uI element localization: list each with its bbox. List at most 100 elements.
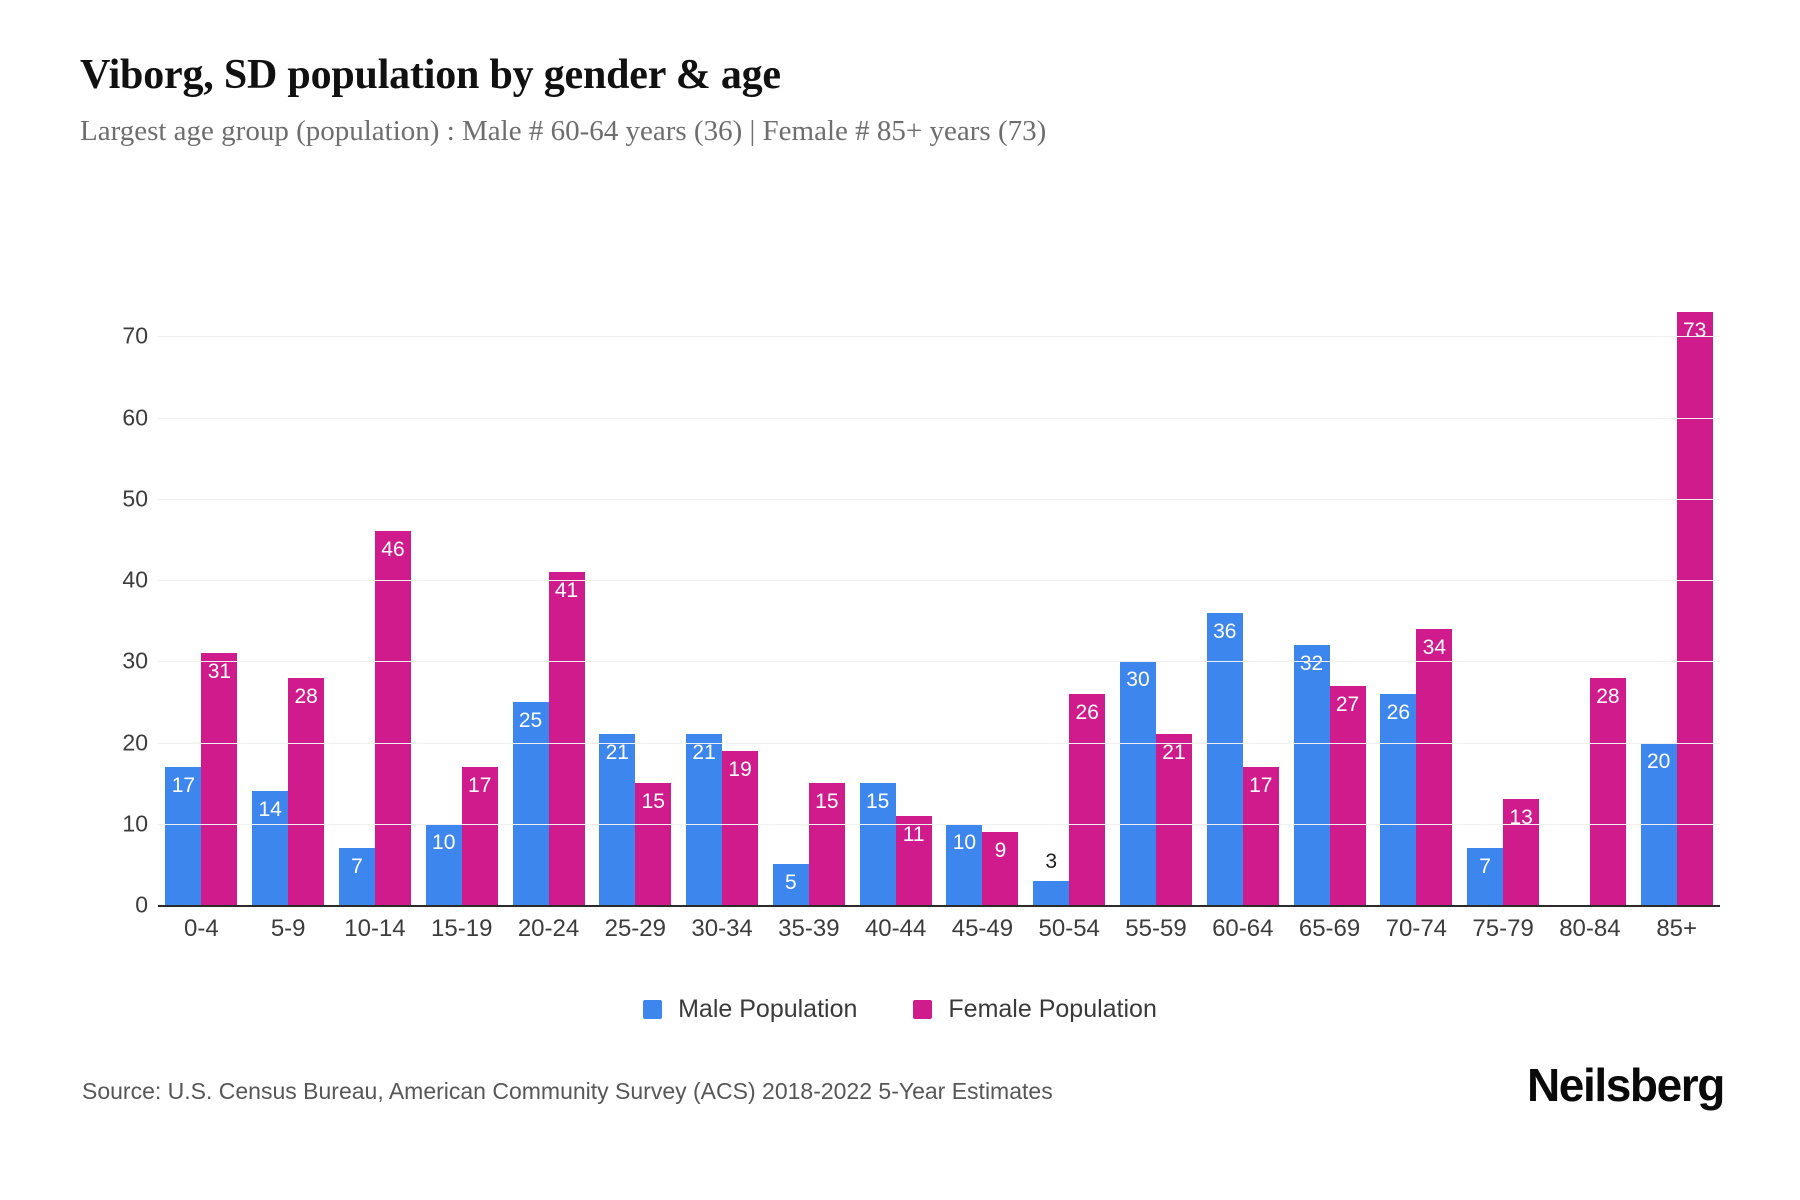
- female-bar[interactable]: 73: [1676, 311, 1713, 905]
- female-bar[interactable]: 13: [1503, 799, 1540, 905]
- female-bar[interactable]: 17: [461, 766, 498, 905]
- female-bar[interactable]: 31: [201, 653, 238, 905]
- bar-value-label: 26: [1075, 700, 1099, 724]
- y-tick-label: 0: [135, 891, 148, 918]
- x-axis: 0-4 5-9 10-14 15-19 20-24 25-29 30-34 35-39 40-4…: [158, 915, 1720, 943]
- female-bar[interactable]: 21: [1155, 734, 1192, 905]
- male-bar[interactable]: 30: [1119, 661, 1156, 905]
- bar-value-label: 28: [294, 684, 318, 708]
- x-tick-label: 5-9: [270, 915, 306, 942]
- bar-group: 15 11: [852, 255, 939, 905]
- bar-value-label: 19: [728, 757, 752, 781]
- chart-legend: Male Population Female Population: [0, 995, 1800, 1024]
- bar-value-label: 10: [432, 830, 456, 854]
- bar-value-label: 20: [1646, 749, 1671, 773]
- female-bar[interactable]: 26: [1069, 693, 1106, 905]
- male-bar[interactable]: 32: [1293, 645, 1330, 905]
- female-bar[interactable]: 19: [722, 750, 759, 905]
- x-tick-label: 40-44: [864, 915, 927, 942]
- y-tick-label: 40: [122, 566, 148, 593]
- source-note: Source: U.S. Census Bureau, American Com…: [82, 1078, 1053, 1104]
- bar-value-label: 15: [641, 790, 665, 814]
- bar-value-label: 41: [554, 578, 579, 602]
- bar-value-label: 73: [1682, 318, 1707, 342]
- male-bar[interactable]: 14: [252, 791, 289, 905]
- y-tick-label: 70: [122, 322, 148, 349]
- male-bar[interactable]: 10: [946, 823, 983, 905]
- bar-value-label: 26: [1386, 700, 1410, 724]
- female-bar[interactable]: 17: [1242, 766, 1279, 905]
- gridline: [158, 742, 1720, 744]
- female-bar[interactable]: 15: [635, 783, 672, 905]
- x-tick-label: 85+: [1656, 915, 1698, 942]
- legend-swatch-icon: [913, 1000, 933, 1019]
- male-bar[interactable]: 7: [338, 848, 375, 905]
- bar-value-label: 32: [1299, 652, 1324, 675]
- female-bar[interactable]: 46: [374, 531, 411, 905]
- legend-label: Male Population: [678, 995, 858, 1023]
- axis-baseline: [158, 905, 1720, 907]
- gridline: [158, 498, 1720, 500]
- bar-value-label: 3: [1045, 849, 1058, 873]
- bar-group: 5 15: [765, 255, 852, 905]
- bar-group: 25 41: [505, 255, 592, 905]
- male-bar[interactable]: 36: [1206, 612, 1243, 905]
- female-bar[interactable]: 9: [982, 831, 1019, 905]
- page-title: Viborg, SD population by gender & age: [80, 52, 781, 98]
- x-tick-label: 15-19: [431, 915, 493, 942]
- bar-value-label: 21: [692, 741, 716, 765]
- female-bar[interactable]: 27: [1329, 685, 1366, 905]
- male-bar[interactable]: 15: [859, 783, 896, 905]
- x-tick-label: 50-54: [1038, 915, 1100, 942]
- female-bar[interactable]: 11: [895, 815, 932, 905]
- male-bar[interactable]: 21: [686, 734, 723, 905]
- gridline: [158, 823, 1720, 825]
- brand-logo: Neilsberg: [1526, 1059, 1725, 1111]
- bar-group: 30 21: [1113, 255, 1200, 905]
- male-bar[interactable]: 21: [599, 734, 636, 905]
- bar-value-label: 27: [1335, 692, 1360, 716]
- male-bar[interactable]: 7: [1467, 848, 1504, 905]
- gridline: [158, 661, 1720, 663]
- bar-value-label: 7: [351, 855, 363, 879]
- bar-value-label: 13: [1509, 806, 1533, 830]
- y-tick-label: 20: [122, 729, 148, 755]
- female-bar[interactable]: 34: [1416, 628, 1453, 905]
- x-tick-label: 60-64: [1212, 915, 1274, 942]
- bar-value-label: 5: [785, 871, 797, 895]
- bar-group: 17 31: [158, 255, 245, 905]
- chart-subtitle: Largest age group (population) : Male # …: [80, 115, 1047, 148]
- male-bar[interactable]: 25: [512, 701, 549, 905]
- male-bar[interactable]: 3: [1033, 851, 1070, 905]
- bar-group: 14 28: [245, 255, 332, 905]
- x-tick-label: 35-39: [778, 915, 840, 942]
- x-tick-label: 30-34: [691, 915, 753, 942]
- bar-group: 3 26: [1026, 255, 1113, 905]
- gridline: [158, 580, 1720, 581]
- legend-swatch-icon: [643, 1000, 663, 1019]
- female-bar[interactable]: 28: [288, 677, 325, 905]
- male-bar[interactable]: 26: [1380, 693, 1417, 905]
- female-bar[interactable]: 15: [808, 783, 845, 905]
- x-tick-label: 25-29: [604, 915, 666, 942]
- legend-item-female[interactable]: Female Population: [913, 995, 1157, 1024]
- x-tick-label: 10-14: [344, 915, 406, 942]
- bar-group: 7 46: [332, 255, 419, 905]
- bar-value-label: 14: [258, 798, 282, 822]
- bar-value-label: 21: [1162, 741, 1186, 765]
- male-bar[interactable]: 10: [425, 823, 462, 905]
- bar-value-label: 30: [1126, 668, 1150, 692]
- bar-value-label: 9: [994, 838, 1007, 862]
- bar-value-label: 25: [518, 708, 543, 732]
- female-bar[interactable]: 41: [548, 571, 585, 905]
- bar-value-label: 15: [815, 790, 839, 814]
- bar-value-label: 34: [1422, 635, 1446, 659]
- bar-value-label: 46: [381, 538, 405, 562]
- legend-item-male[interactable]: Male Population: [643, 995, 857, 1024]
- bar-group: 21 19: [679, 255, 766, 905]
- female-bar[interactable]: 28: [1589, 677, 1626, 905]
- bar-value-label: 7: [1479, 855, 1491, 879]
- male-bar[interactable]: 17: [165, 766, 202, 905]
- male-bar[interactable]: 5: [772, 864, 809, 905]
